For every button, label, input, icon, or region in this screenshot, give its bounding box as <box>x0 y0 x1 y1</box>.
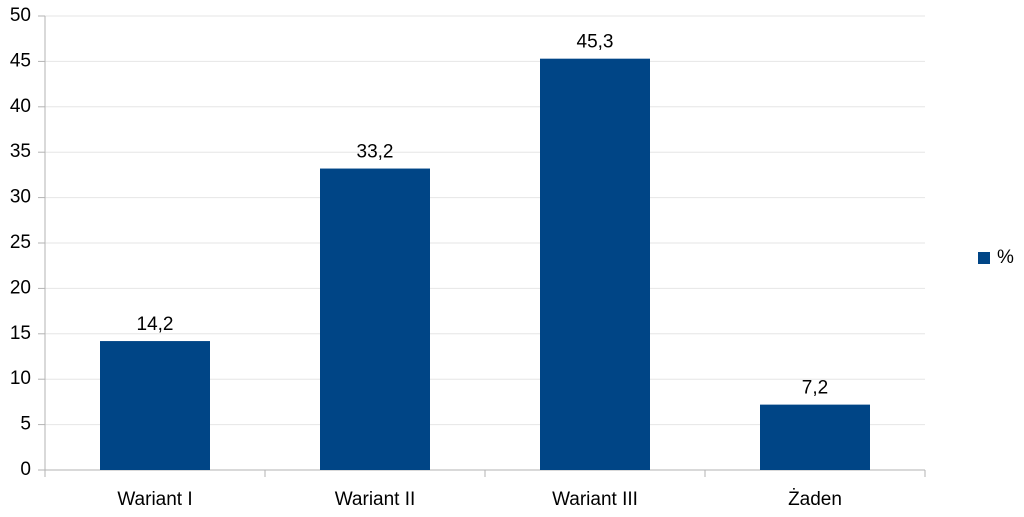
value-label: 45,3 <box>577 32 614 53</box>
y-tick-label: 30 <box>10 187 31 208</box>
y-tick-label: 50 <box>10 5 31 26</box>
bar <box>540 58 650 471</box>
legend-label: % <box>997 247 1014 268</box>
x-tick-label: Wariant II <box>335 489 416 510</box>
y-tick-label: 5 <box>20 414 31 435</box>
y-tick-label: 15 <box>10 323 31 344</box>
y-tick-label: 10 <box>10 368 31 389</box>
bar <box>100 341 210 470</box>
y-tick-label: 0 <box>20 459 31 480</box>
x-tick-label: Wariant III <box>552 489 638 510</box>
x-tick-label: Żaden <box>788 489 842 510</box>
value-label: 7,2 <box>802 378 828 399</box>
bar <box>320 168 430 470</box>
value-label: 14,2 <box>137 314 174 335</box>
y-tick-label: 40 <box>10 96 31 117</box>
y-tick-label: 35 <box>10 141 31 162</box>
y-tick-label: 25 <box>10 232 31 253</box>
y-tick-label: 45 <box>10 50 31 71</box>
x-tick-label: Wariant I <box>117 489 192 510</box>
value-label: 33,2 <box>357 142 394 163</box>
legend-swatch <box>978 252 990 264</box>
y-tick-label: 20 <box>10 277 31 298</box>
bar <box>760 404 870 470</box>
